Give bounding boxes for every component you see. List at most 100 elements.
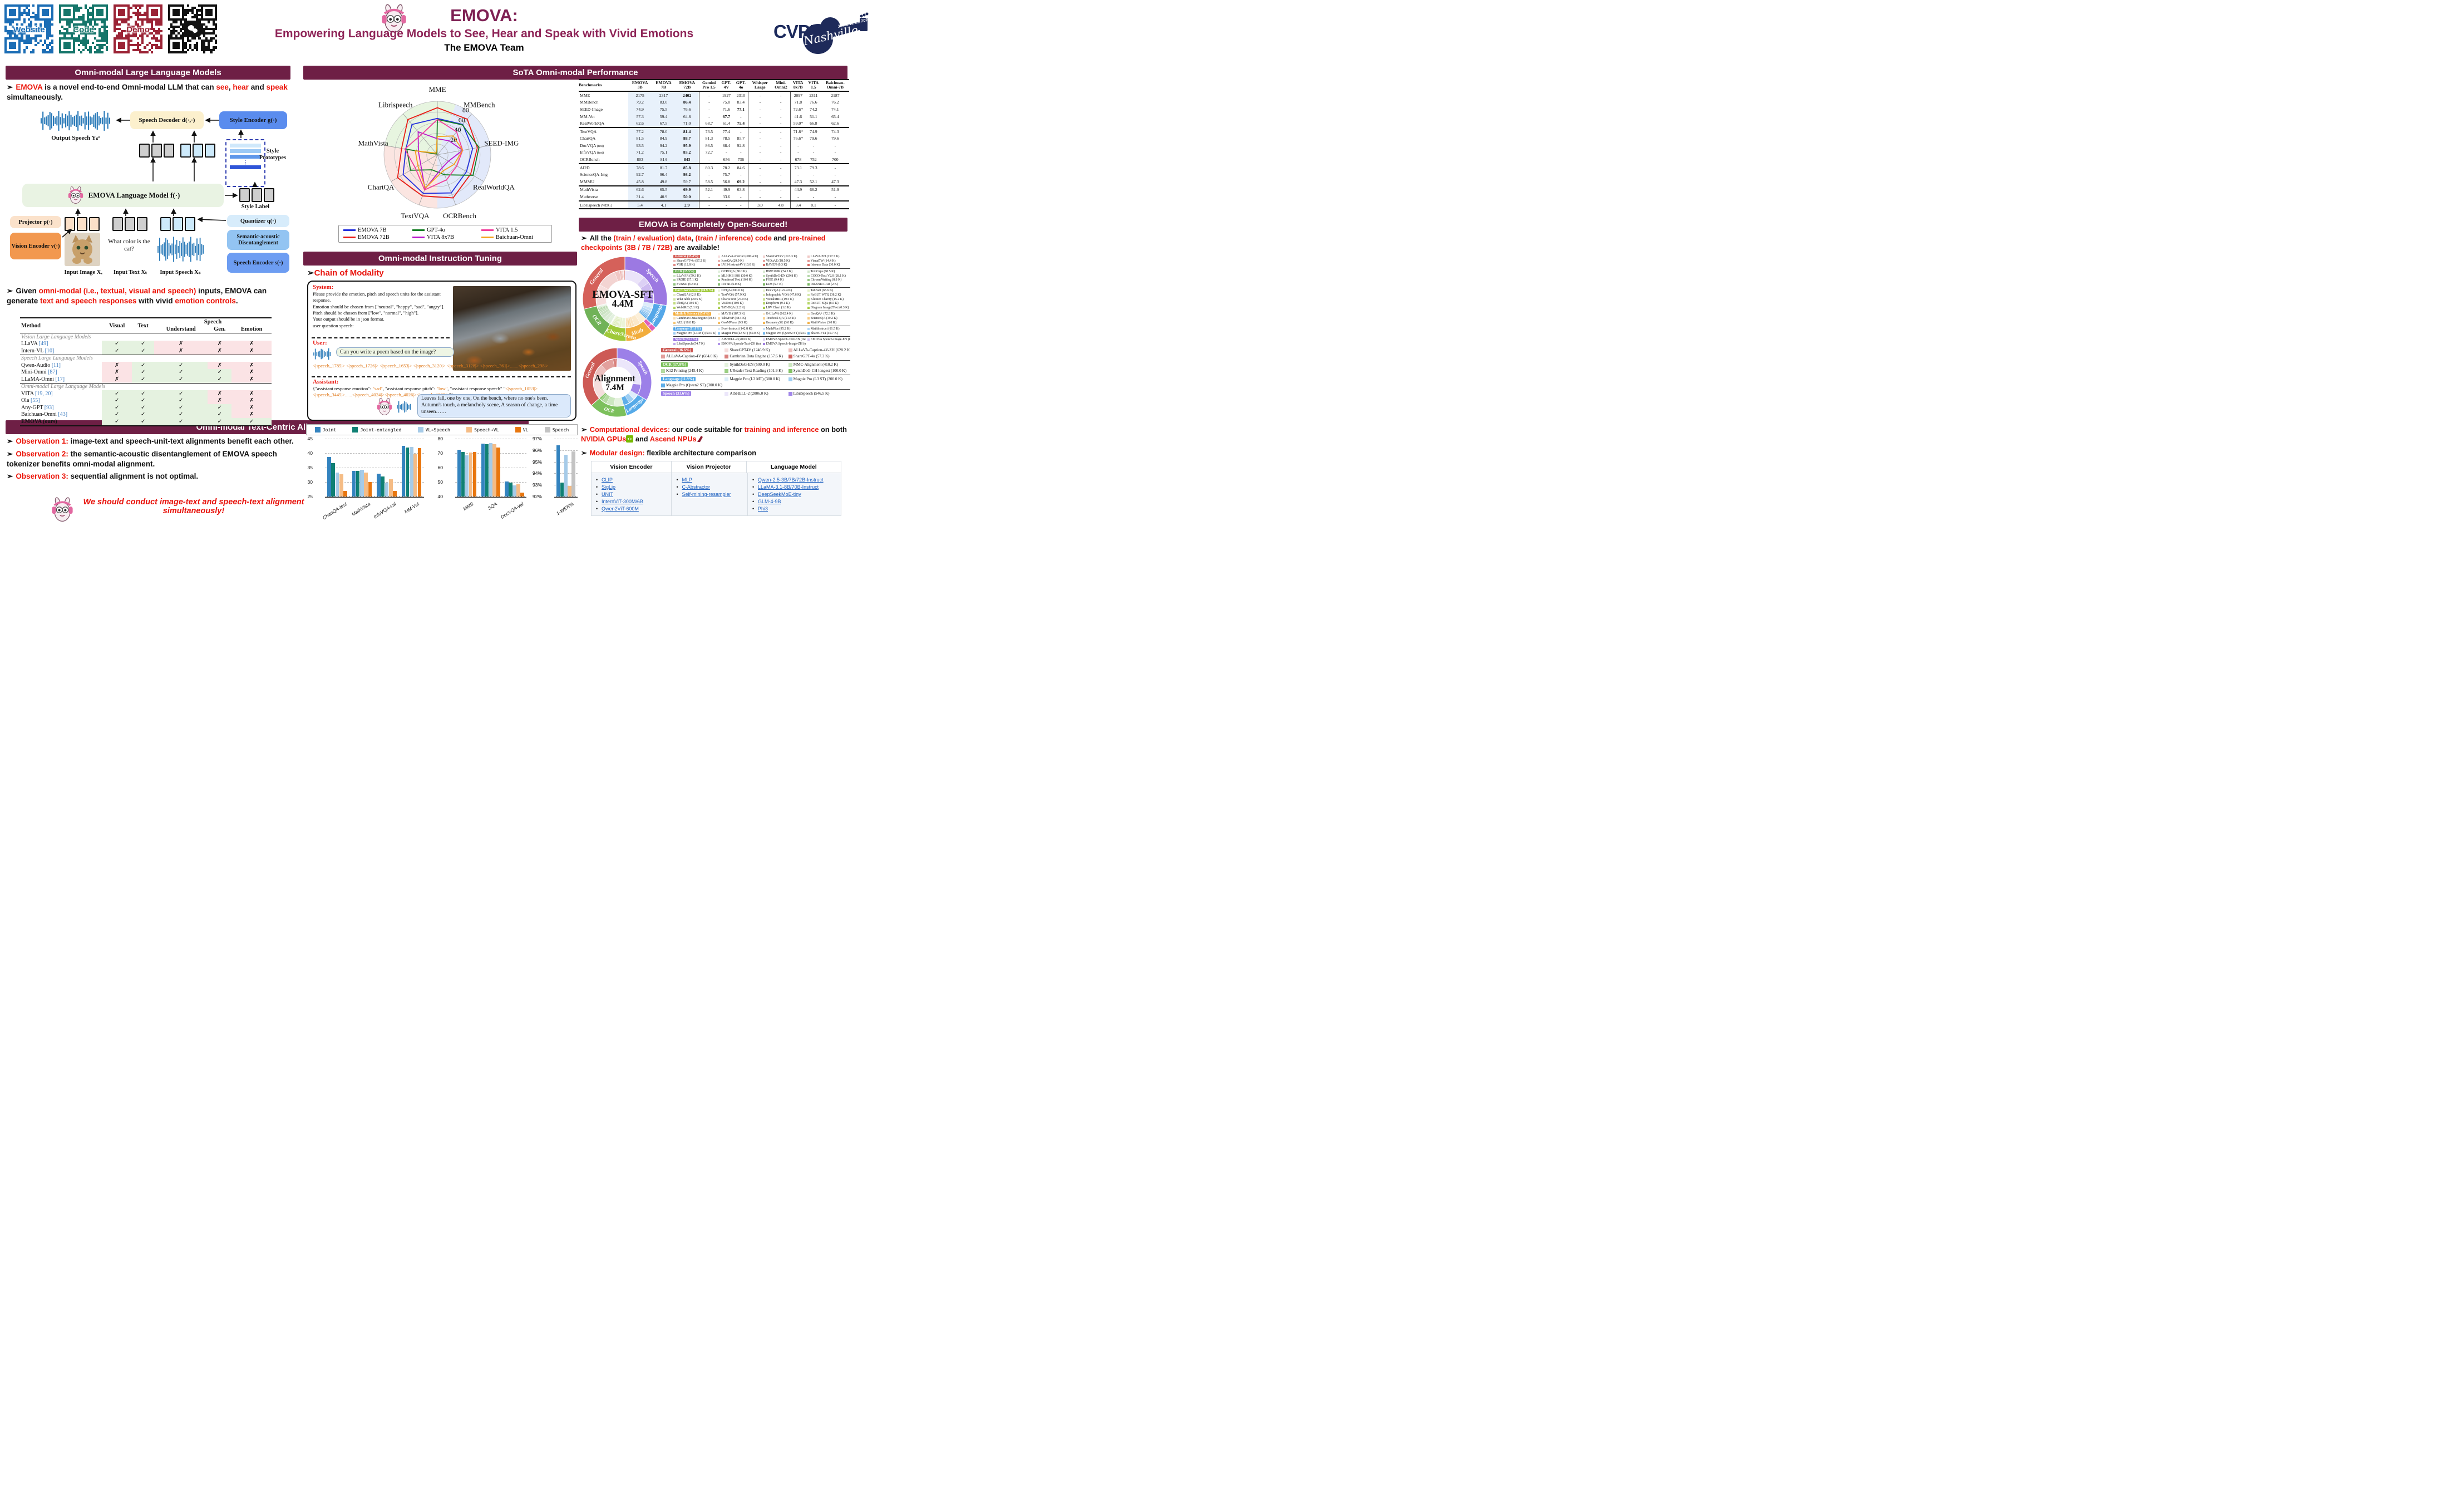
section-instruction-tuning: Omni-modal Instruction Tuning (303, 252, 577, 266)
ablation-legend-item: VL→Speech (417, 427, 450, 433)
modular-link[interactable]: Self-mining-resampler (676, 492, 747, 497)
legend-group-header: Speech (33.7%) (673, 338, 716, 342)
benchmark-row: MMMU 45.8 49.8 59.7 58.5 56.8 69.2- -47.3 52.1 47… (579, 178, 849, 186)
page-subtitle: Empowering Language Models to See, Hear … (274, 27, 694, 40)
legend-item: ChartQA (62.9 K) (673, 293, 716, 297)
benchmark-row: DocVQA (test) 93.5 94.2 95.9 86.5 88.4 92.8- - -… (580, 142, 836, 149)
chain-of-modality-dialog: System: Please provide the emotion, pitc… (307, 281, 576, 421)
input-text-label: Input Text Xₜ (113, 269, 147, 276)
ablation-legend-item: Joint-entangled (352, 427, 401, 433)
title-block: EMOVA: Empowering Language Models to See… (211, 6, 757, 53)
dialog-divider-2 (312, 376, 571, 377)
legend-item: WebSRC (5.1 K) (673, 306, 716, 310)
quantizer-box: Quantizer q(·) (227, 215, 289, 227)
svg-text:4.4M: 4.4M (612, 298, 634, 309)
projector-box: Projector p(·) (10, 216, 61, 228)
qr-code-website: Website (4, 4, 53, 53)
legend-item: OCRVQA (80.0 K) (718, 269, 761, 274)
ablation-legend: Joint Joint-entangled VL→Speech Speech→VL VL… (306, 424, 578, 435)
legend-item: EMOVA Speech-Image-EN (train) (71.5 K) (807, 338, 850, 342)
legend-item: MathVision (3.0 K) (807, 321, 850, 325)
modular-link[interactable]: UNIT (596, 492, 671, 497)
observation: ➢ Observation 3: sequential alignment is … (7, 472, 199, 481)
benchmark-row: TextVQA 77.2 78.0 81.4 73.5 77.4- - -71.8* 74.9 7… (579, 127, 849, 135)
bar (401, 446, 406, 497)
radar-legend-item: Baichuan-Omni (481, 234, 547, 240)
modular-link[interactable]: GLM-4-9B (752, 499, 841, 504)
ablation-legend-item: Speech→VL (466, 427, 499, 433)
radar-legend-item: VITA 1.5 (481, 227, 547, 233)
radar-legend-item: EMOVA 7B (343, 227, 409, 233)
legend-item: Magpie Pro (L3 ST) (50.0 K) (718, 331, 761, 336)
method-row: Mini-Omni [87] ✗ ✓ ✓ ✓ ✗ (20, 368, 272, 376)
radar-legend: EMOVA 7B GPT-4o VITA 1.5 EMOVA 72B VITA 8x7B… (338, 225, 552, 243)
legend-item: ShareGPT4 (40.7 K) (807, 331, 850, 336)
legend-item: DVQA (200.0 K) (718, 289, 761, 293)
svg-text:20: 20 (450, 136, 457, 144)
svg-text:EMOVA-SFT: EMOVA-SFT (592, 289, 653, 301)
modular-link[interactable]: MLP (676, 477, 747, 483)
benchmark-row: OCRBench 803 814 843-656 736- -678 752 700 (579, 156, 849, 164)
input-question-text: What color is the cat? (108, 238, 150, 252)
language-model-box: EMOVA Language Model f(·) (22, 184, 224, 207)
benchmark-row: AI2D 78.6 81.7 85.8 80.3 78.2 84.6- -73.1 79.3- (579, 163, 849, 171)
output-speech-label: Output Speech Yₛᵒ (51, 135, 100, 141)
legend-item: MMC-Alignment (410.2 K) (788, 362, 850, 368)
text-tokens (112, 217, 147, 231)
bar (465, 455, 469, 497)
observations-block: ➢ Observation 1: image-text and speech-un… (7, 436, 305, 484)
legend-item: ShareGPT4V (613.3 K) (762, 255, 806, 259)
devices-bullet: ➢ Computational devices: our code suitabl… (581, 425, 847, 443)
input-image-label: Input Image Xᵥ (64, 269, 103, 276)
benchmark-row: ScienceQA-Img 92.7 96.4 98.2-75.7- - - - - - (580, 171, 836, 179)
method-group: Speech Large Language Models (20, 354, 272, 362)
bar (377, 474, 381, 497)
bar (335, 473, 339, 497)
modular-link[interactable]: Qwen-2.5-3B/7B/72B-Instruct (752, 477, 841, 483)
modular-col-header: Language Model (746, 461, 841, 473)
legend-item: Diagram Image2Text (0.3 K) (807, 306, 850, 310)
legend-item: Magpie Pro (Qwen2 ST) (300.0 K) (661, 382, 723, 389)
legend-item: Evol-Instruct (142.8 K) (718, 327, 761, 331)
speech-tokens (160, 217, 195, 231)
benchmark-row: SEED-Image 74.9 75.5 76.6-71.6 77.1- -72.6* 74… (580, 106, 839, 113)
benchmark-row: MM-Vet 57.3 59.4 64.8-67.7- - -41.6 51.1 65.4 (580, 112, 839, 120)
legend-item: LibriSpeech (546.5 K) (788, 391, 850, 397)
qr-code-demo: Demo (114, 4, 162, 53)
legend-item: Magpie Pro (L3 MT) (300.0 K) (725, 376, 786, 382)
alignment-donut-legend: General (36.6%) ShareGPT4V (1246.9 K) ALLa… (661, 346, 850, 397)
bar (352, 471, 356, 497)
modular-link[interactable]: InternViT-300M/6B (596, 499, 671, 504)
modular-link[interactable]: SigLip (596, 484, 671, 490)
legend-item: MLHME-38K (30.0 K) (718, 274, 761, 278)
ascend-icon (697, 435, 703, 442)
benchmark-row: RealWorldQA 62.6 67.5 71.0 68.7 61.4 75.4- -59.… (579, 120, 849, 128)
legend-item: Magpie Pro (L3 MT) (50.0 K) (673, 331, 716, 336)
legend-item: EMOVA Speech-Text-EN (train) (73.7 K) (762, 338, 806, 342)
legend-item: TabMWP (38.4 K) (718, 316, 761, 321)
modular-link[interactable]: LLaMA-3.1-8B/70B-Instruct (752, 484, 841, 490)
legend-item: LVIS-Instruct4V (10.0 K) (718, 263, 761, 268)
benchmark-row: Mathverse 31.4 40.9 50.0-33.6- - - - - - (579, 193, 849, 202)
legend-item: PlotQA (10.0 K) (673, 301, 716, 306)
modular-link[interactable]: DeepSeekMoE-tiny (752, 492, 841, 497)
qr-label: Code (73, 25, 94, 35)
poem-bubble: Leaves fall, one by one, On the bench, w… (417, 394, 571, 417)
svg-text:80: 80 (462, 106, 469, 114)
legend-item: SynthDoG-EN (29.8 K) (762, 274, 806, 278)
ablation-legend-item: Speech (544, 427, 569, 433)
wechat-icon (184, 21, 201, 37)
modular-link[interactable]: Qwen2ViT-600M (596, 506, 671, 512)
bar (461, 451, 465, 497)
speech-unit-tokens (139, 144, 174, 158)
bar (364, 473, 368, 497)
svg-text:TextVQA: TextVQA (401, 212, 430, 220)
modular-link[interactable]: C-Abstractor (676, 484, 747, 490)
modular-link[interactable]: Phi3 (752, 506, 841, 512)
modular-link[interactable]: CLIP (596, 477, 671, 483)
modular-col-header: Vision Encoder (610, 464, 653, 470)
bar (472, 451, 477, 497)
legend-item: Kleister Charity (15.2 K) (807, 297, 850, 302)
legend-item: Magpie Pro (L3 ST) (300.0 K) (788, 376, 850, 382)
speech-encoder-box: Speech Encoder s(·) (227, 253, 289, 273)
